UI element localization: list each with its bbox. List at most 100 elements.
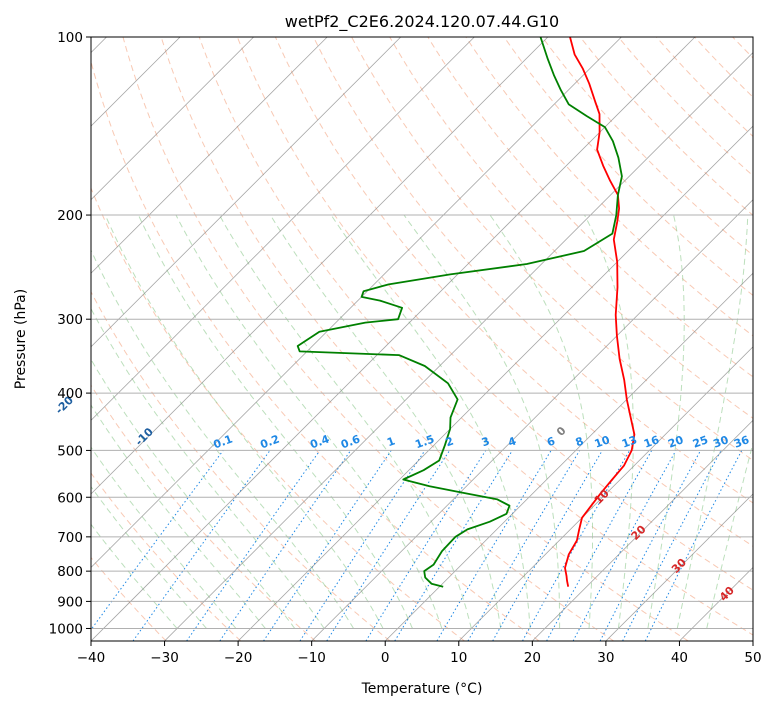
y-tick-label: 600 — [57, 490, 83, 506]
isotherm-line — [311, 199, 753, 641]
dry-adiabat-line — [465, 37, 753, 337]
dry-adiabat-line — [732, 37, 753, 59]
moist-adiabat-label: 10 — [592, 487, 612, 507]
moist-adiabat-line — [91, 485, 207, 629]
isotherm-line — [679, 566, 753, 641]
mixing-ratio-line — [326, 450, 451, 641]
mixing-ratio-line — [394, 450, 513, 641]
mixing-ratio-label: 8 — [574, 435, 586, 450]
moist-adiabat-label: 0 — [554, 424, 569, 439]
moist-adiabat-line — [91, 307, 325, 629]
isotherm-line — [91, 37, 622, 569]
dewpoint-profile — [296, 37, 623, 588]
x-tick-label: −30 — [150, 650, 179, 666]
mixing-ratio-label: 20 — [666, 433, 685, 451]
isotherm-line — [164, 51, 753, 641]
mixing-ratio-line — [91, 450, 224, 631]
mixing-ratio-line — [644, 450, 743, 641]
isotherm-line — [384, 272, 753, 641]
dry-adiabat-line — [274, 37, 753, 547]
moist-adiabat-line — [137, 214, 413, 629]
mixing-ratio-line — [365, 450, 487, 641]
dry-adiabat-line — [122, 37, 614, 641]
mixing-ratio-line — [546, 450, 653, 641]
isotherm-line — [237, 125, 753, 641]
mixing-ratio-label: 0.4 — [308, 432, 331, 451]
dry-adiabat-line — [389, 37, 753, 419]
mixing-ratio-label: 30 — [711, 433, 730, 451]
mixing-ratio-line — [599, 450, 702, 641]
isotherm-line — [605, 493, 753, 641]
y-tick-label: 500 — [57, 443, 83, 459]
dry-adiabat-line — [91, 384, 316, 641]
y-tick-label: 400 — [57, 386, 83, 402]
mixing-ratio-label: 16 — [642, 433, 661, 451]
x-axis-ticks: −40 −30 −20 −10 0 10 20 30 40 50 — [77, 641, 762, 666]
moist-adiabat-line — [175, 214, 443, 629]
mixing-ratio-line — [436, 450, 552, 641]
y-tick-label: 1000 — [49, 621, 83, 637]
background-lines — [91, 37, 775, 641]
mixing-ratio-label: 10 — [593, 433, 612, 451]
moist-adiabat-line — [91, 446, 237, 629]
isotherm-line — [458, 346, 753, 641]
dry-adiabat-line — [236, 37, 753, 591]
mixing-ratio-line — [572, 450, 677, 641]
moist-adiabat-label: 30 — [669, 556, 689, 576]
x-tick-label: 0 — [381, 650, 390, 666]
dry-adiabat-line — [771, 37, 775, 641]
mixing-ratio-label: 1.5 — [413, 432, 436, 451]
x-axis-title: Temperature (°C) — [361, 681, 483, 697]
moist-adiabat-line — [91, 523, 178, 629]
plot-frame — [90, 36, 754, 642]
y-axis-ticks: 100 200 300 400 500 600 700 800 900 1000 — [49, 30, 91, 637]
dry-adiabat-line — [503, 37, 753, 297]
x-tick-label: 10 — [450, 650, 467, 666]
dry-adiabat-line — [541, 37, 753, 256]
moist-adiabat-line — [489, 214, 593, 629]
isotherm-line — [532, 419, 753, 641]
y-tick-label: 200 — [57, 208, 83, 224]
mixing-ratio-label: 1 — [385, 435, 397, 450]
isotherm-line — [91, 37, 475, 421]
mixing-ratio-line — [263, 450, 392, 641]
chart-title: wetPf2_C2E6.2024.120.07.44.G10 — [285, 12, 559, 32]
mixing-ratio-label: 4 — [506, 434, 518, 449]
dry-adiabat-line — [656, 37, 753, 138]
dry-adiabat-line — [351, 37, 753, 461]
moist-adiabat-line — [104, 214, 384, 629]
profile-series — [296, 37, 636, 588]
y-tick-label: 700 — [57, 530, 83, 546]
isotherm-line — [91, 37, 549, 495]
isotherm-line — [91, 37, 328, 274]
isotherm-line — [91, 37, 696, 641]
y-axis-title: Pressure (hPa) — [13, 289, 29, 389]
y-tick-label: 100 — [57, 30, 83, 46]
x-tick-label: 20 — [524, 650, 541, 666]
isotherm-line — [91, 37, 254, 201]
dry-adiabat-line — [160, 37, 689, 641]
x-tick-label: −10 — [297, 650, 326, 666]
pressure-gridlines — [91, 37, 753, 629]
x-tick-label: 40 — [671, 650, 688, 666]
mixing-ratio-label: 2 — [444, 435, 456, 450]
dry-adiabat-line — [91, 186, 465, 641]
mixing-ratio-label: 3 — [480, 435, 492, 450]
moist-adiabat-line — [676, 214, 749, 629]
dry-adiabat-line — [91, 59, 540, 641]
dry-adiabat-label: -10 — [133, 425, 156, 448]
x-tick-label: 30 — [597, 650, 614, 666]
isotherm-line — [91, 37, 402, 348]
dry-adiabat-line — [91, 472, 242, 641]
mixing-ratio-label: 0.2 — [258, 433, 281, 452]
dry-adiabat-line — [313, 37, 753, 504]
x-tick-label: −40 — [77, 650, 106, 666]
mixing-ratio-line — [219, 450, 352, 641]
adiabat-labels: -100-90-80-70-60-50-40-30-20-10010203040… — [53, 393, 752, 603]
x-tick-label: 50 — [744, 650, 761, 666]
dry-adiabat-line — [427, 37, 753, 378]
mixing-ratio-label: 36 — [732, 433, 751, 451]
temperature-profile — [564, 37, 636, 587]
mixing-ratio-label: 6 — [545, 434, 557, 449]
